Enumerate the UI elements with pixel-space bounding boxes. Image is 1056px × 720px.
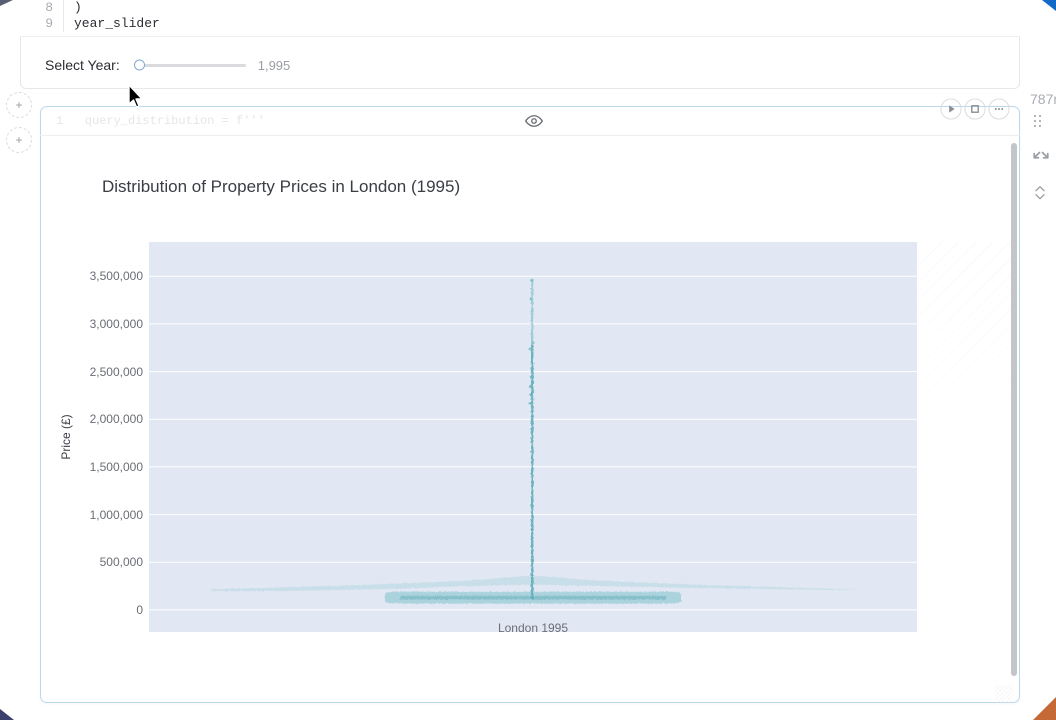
svg-text:3,000,000: 3,000,000: [90, 317, 144, 331]
svg-text:London 1995: London 1995: [498, 621, 568, 635]
svg-text:3,500,000: 3,500,000: [90, 269, 144, 283]
svg-text:500,000: 500,000: [100, 555, 144, 569]
svg-text:2,500,000: 2,500,000: [90, 365, 144, 379]
svg-text:1,500,000: 1,500,000: [90, 460, 144, 474]
svg-text:2,000,000: 2,000,000: [90, 412, 144, 426]
svg-text:0: 0: [136, 603, 143, 617]
svg-text:Price (£): Price (£): [59, 414, 73, 459]
svg-text:1,000,000: 1,000,000: [90, 508, 144, 522]
